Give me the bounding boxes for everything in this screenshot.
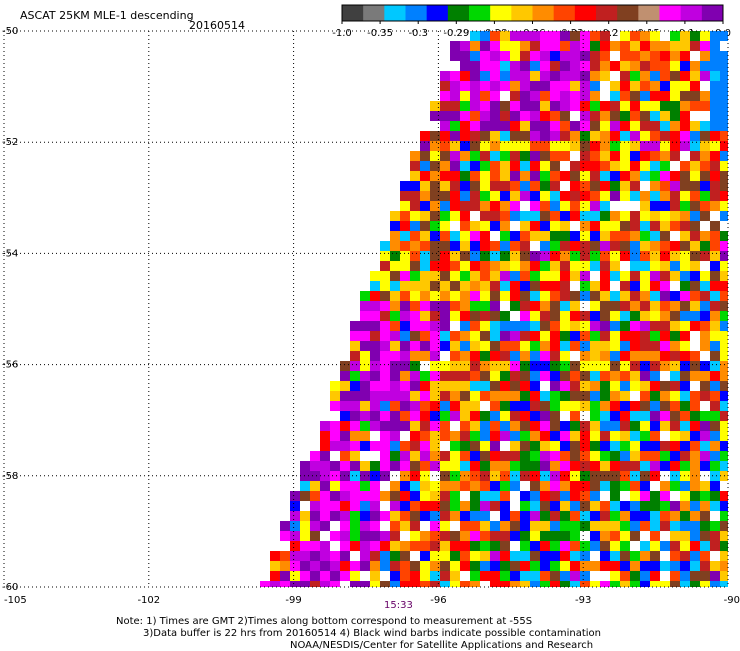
colorbar-swatch <box>511 5 533 21</box>
swath-data <box>260 31 728 587</box>
lon-tick-label: -93 <box>575 595 591 606</box>
colorbar-label: -1.0 <box>332 28 352 39</box>
lon-tick-label: -105 <box>4 595 27 606</box>
colorbar-swatch <box>490 5 512 21</box>
colorbar-swatch <box>617 5 639 21</box>
colorbar-swatch <box>469 5 491 21</box>
lon-tick-label: -102 <box>137 595 160 606</box>
lat-tick-label: -58 <box>2 471 18 482</box>
colorbar-swatch <box>680 5 703 21</box>
swath-time-label: 15:33 <box>384 600 413 611</box>
chart-date: 20160514 <box>189 19 245 32</box>
colorbar-swatch <box>659 5 682 21</box>
colorbar-swatch <box>532 5 555 21</box>
lat-tick-label: -60 <box>2 582 18 593</box>
lon-tick-label: -96 <box>430 595 446 606</box>
lat-tick-label: -52 <box>2 137 18 148</box>
colorbar-swatch <box>447 5 470 21</box>
colorbar-label: -0.29 <box>443 28 469 39</box>
colorbar-swatch <box>553 5 576 21</box>
colorbar-label: -0.35 <box>367 28 393 39</box>
colorbar-swatch <box>426 5 449 21</box>
colorbar-label: -0.3 <box>408 28 428 39</box>
lon-tick-label: -90 <box>724 595 740 606</box>
lat-tick-label: -56 <box>2 360 18 371</box>
note-line-2: 3)Data buffer is 22 hrs from 20160514 4)… <box>143 628 601 639</box>
colorbar-swatch <box>638 5 660 21</box>
colorbar-swatch <box>701 5 724 21</box>
lat-tick-label: -54 <box>2 248 18 259</box>
mle-map: -50 -52 -54 -56 -58 -60 -105 -102 -99 -96 -93 -90 <box>2 26 740 606</box>
colorbar-swatch <box>363 5 385 21</box>
lat-tick-label: -50 <box>2 26 18 37</box>
note-line-1: Note: 1) Times are GMT 2)Times along bot… <box>116 616 533 627</box>
colorbar-swatch <box>596 5 618 21</box>
chart-title: ASCAT 25KM MLE-1 descending <box>20 9 194 22</box>
colorbar-swatch <box>384 5 406 21</box>
colorbar-swatch <box>574 5 597 21</box>
note-line-3: NOAA/NESDIS/Center for Satellite Applica… <box>290 640 594 651</box>
colorbar-swatch <box>342 5 364 21</box>
colorbar-swatch <box>405 5 428 21</box>
lon-tick-label: -99 <box>285 595 301 606</box>
